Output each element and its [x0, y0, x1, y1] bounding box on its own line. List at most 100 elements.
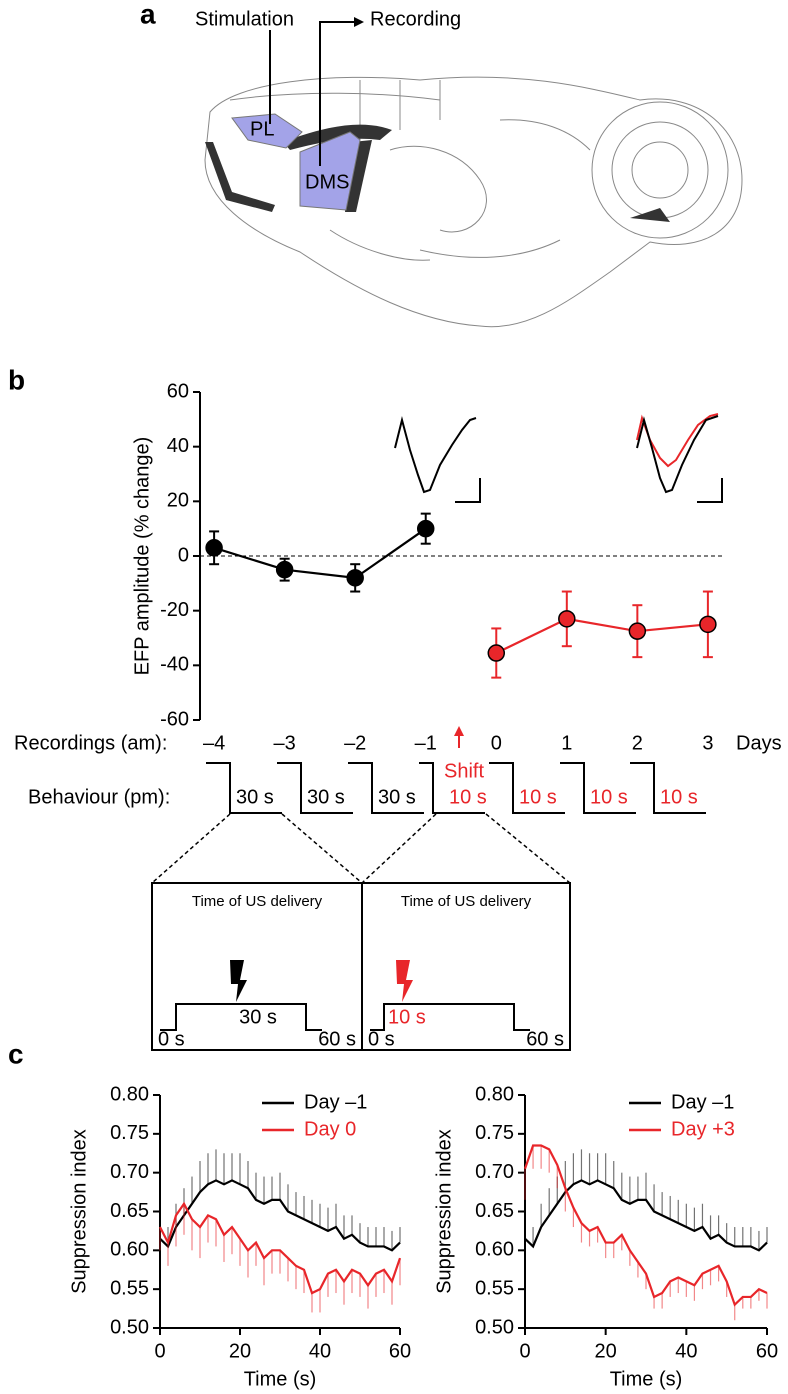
session-step — [206, 762, 282, 814]
x-axis-label: Time (s) — [610, 1368, 683, 1390]
inset-duration: 10 s — [388, 1006, 426, 1028]
y-tick-label: -60 — [160, 708, 189, 730]
y-tick-label: 0.70 — [475, 1161, 514, 1183]
series-line — [159, 1179, 401, 1252]
session-duration: 10 s — [449, 786, 487, 808]
panel-label: a — [140, 0, 156, 29]
y-tick-label: 0.65 — [475, 1200, 514, 1222]
y-tick-label: 0.65 — [110, 1200, 149, 1222]
recording-label: Recording — [370, 8, 461, 30]
session-step — [348, 762, 424, 814]
inset-end: 60 s — [526, 1028, 564, 1050]
y-tick-label: 0.50 — [110, 1316, 149, 1338]
y-tick-label: 20 — [167, 490, 189, 512]
session-step — [277, 762, 353, 814]
brain-diagram — [204, 17, 743, 328]
y-tick-label: 0.60 — [110, 1239, 149, 1261]
x-tick-label: –3 — [274, 732, 296, 754]
insets: Time of US delivery 30 s 0 s 60 s Time of US… — [158, 893, 564, 1050]
protocol: 30 s 30 s 30 s 10 s 10 s 10 s 10 s — [206, 762, 706, 814]
arrow-head — [354, 17, 364, 27]
row-label: Recordings (am): — [14, 732, 167, 754]
shock-icon — [230, 960, 247, 1002]
scale-bar — [697, 478, 723, 503]
series-line — [159, 1201, 402, 1295]
y-tick-label: 0.80 — [110, 1083, 149, 1105]
x-tick-label: –4 — [203, 732, 225, 754]
series-line — [495, 617, 708, 655]
data-point — [275, 560, 294, 579]
inset-start: 0 s — [158, 1028, 185, 1050]
inset-title: Time of US delivery — [401, 893, 532, 910]
ventricle — [630, 208, 670, 222]
y-tick-label: 60 — [167, 380, 189, 402]
x-tick-label: 60 — [389, 1340, 411, 1362]
shift-label: Shift — [444, 760, 484, 782]
x-tick-label: 0 — [491, 732, 502, 754]
dms-region — [299, 131, 361, 211]
session-duration: 30 s — [236, 786, 274, 808]
waveform — [636, 415, 719, 494]
cerebellum — [611, 121, 709, 219]
session-duration: 30 s — [307, 786, 345, 808]
pl-region — [231, 113, 303, 149]
y-tick-label: 0 — [178, 544, 189, 566]
y-tick-label: -20 — [160, 599, 189, 621]
legend-label: Day 0 — [304, 1118, 356, 1140]
inset-title: Time of US delivery — [192, 893, 323, 910]
x-axis-label: Days — [736, 732, 782, 754]
series-line — [523, 1144, 768, 1307]
x-axis-label: Time (s) — [244, 1368, 317, 1390]
y-tick-label: 40 — [167, 435, 189, 457]
x-tick-label: 40 — [675, 1340, 697, 1362]
stimulation-label: Stimulation — [195, 8, 294, 30]
x-tick-label: 2 — [632, 732, 643, 754]
brain-detail — [229, 80, 591, 261]
x-tick-label: 60 — [756, 1340, 778, 1362]
y-tick-label: 0.55 — [110, 1277, 149, 1299]
series-line — [213, 527, 427, 580]
x-tick-label: 3 — [702, 732, 713, 754]
legend-label: Day –1 — [304, 1091, 367, 1113]
data-point — [487, 644, 506, 662]
y-tick-label: 0.60 — [475, 1239, 514, 1261]
inset-duration: 30 s — [239, 1006, 277, 1028]
session-duration: 10 s — [590, 786, 628, 808]
session-duration: 30 s — [378, 786, 416, 808]
panel-label: c — [8, 1038, 24, 1069]
y-axis-label: EFP amplitude (% change) — [131, 437, 153, 676]
inset-end: 60 s — [318, 1028, 356, 1050]
cerebellum — [591, 101, 729, 239]
data-point — [628, 622, 647, 640]
session-duration: 10 s — [660, 786, 698, 808]
y-tick-label: 0.50 — [475, 1316, 514, 1338]
region-label: DMS — [305, 171, 349, 193]
inset-box — [361, 882, 571, 1051]
x-tick-label: 1 — [561, 732, 572, 754]
session-step — [630, 762, 706, 814]
y-axis-label: Suppression index — [68, 1129, 90, 1294]
x-tick-label: 0 — [154, 1340, 165, 1362]
session-step — [419, 762, 485, 814]
y-tick-label: 0.75 — [475, 1122, 514, 1144]
x-tick-label: 20 — [595, 1340, 617, 1362]
legend-label: Day +3 — [671, 1118, 735, 1140]
shift-arrow-head — [454, 726, 464, 736]
x-tick-label: –1 — [415, 732, 437, 754]
region-label: PL — [250, 118, 274, 140]
y-axis-label: Suppression index — [433, 1129, 455, 1294]
y-tick-label: -40 — [160, 654, 189, 676]
session-duration: 10 s — [519, 786, 557, 808]
y-tick-label: 0.75 — [110, 1122, 149, 1144]
data-point — [558, 610, 576, 628]
x-tick-label: –2 — [344, 732, 366, 754]
scale-bar — [455, 478, 481, 503]
data-point — [699, 615, 717, 634]
waveform — [394, 416, 477, 494]
cerebellum — [631, 141, 689, 199]
ventricle — [205, 142, 275, 212]
recording-lead — [319, 21, 356, 166]
y-tick-label: 0.55 — [475, 1277, 514, 1299]
data-point — [416, 519, 435, 538]
